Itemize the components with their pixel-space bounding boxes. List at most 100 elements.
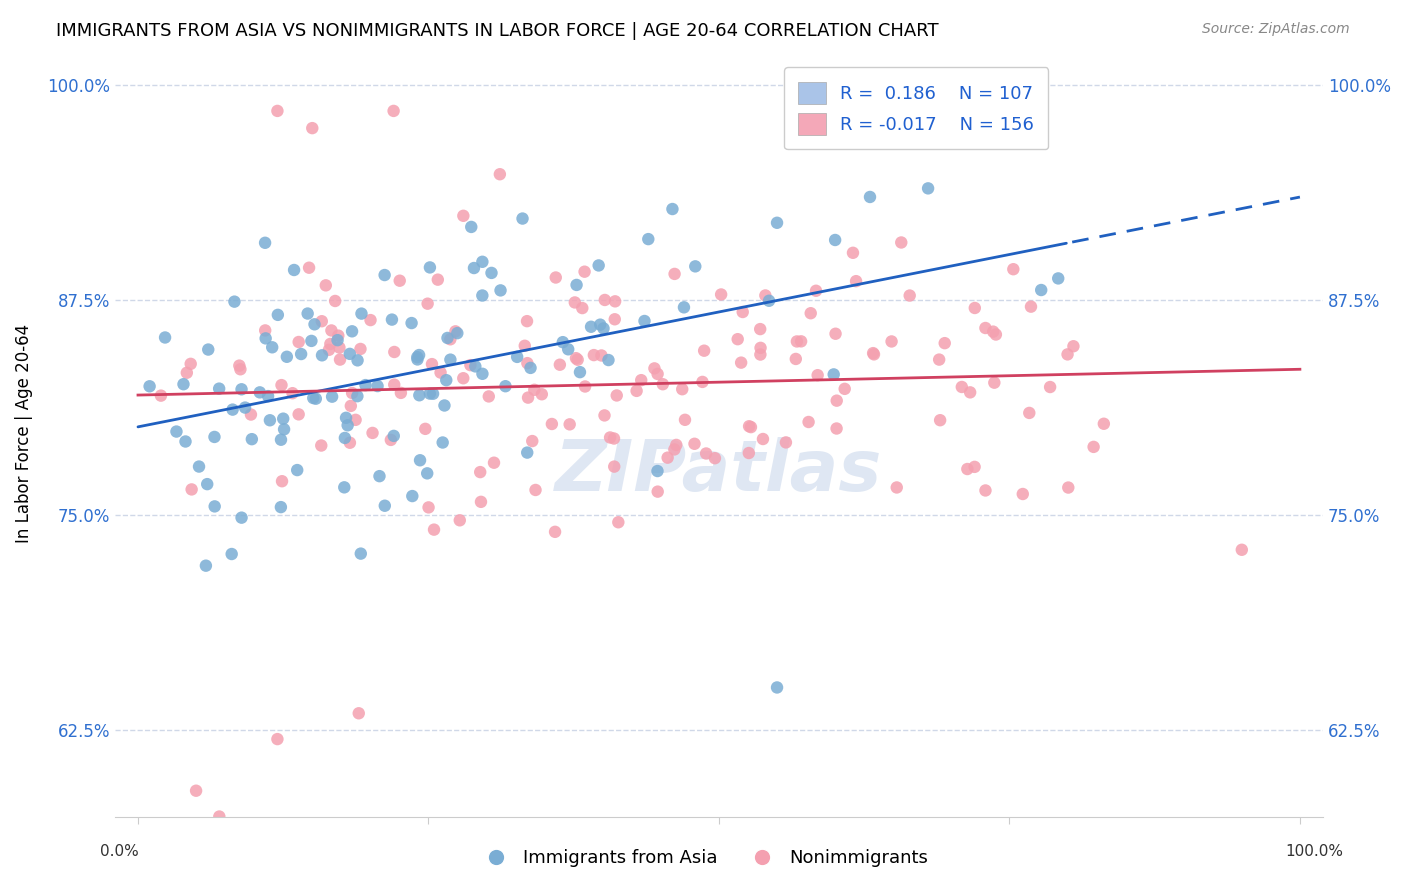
- Nonimmigrants: [607, 515, 630, 529]
- Immigrants from Asia: [302, 391, 325, 405]
- Immigrants from Asia: [589, 318, 612, 332]
- Immigrants from Asia: [333, 480, 356, 494]
- Nonimmigrants: [453, 371, 475, 385]
- Immigrants from Asia: [350, 547, 373, 561]
- Immigrants from Asia: [406, 350, 429, 364]
- Nonimmigrants: [489, 167, 512, 181]
- Nonimmigrants: [807, 368, 830, 383]
- Immigrants from Asia: [471, 254, 494, 268]
- Nonimmigrants: [571, 301, 593, 315]
- Immigrants from Asia: [565, 277, 588, 292]
- Immigrants from Asia: [254, 331, 277, 345]
- Nonimmigrants: [287, 408, 309, 422]
- Immigrants from Asia: [354, 378, 377, 392]
- Immigrants from Asia: [519, 360, 541, 375]
- Nonimmigrants: [339, 435, 361, 450]
- Immigrants from Asia: [333, 431, 356, 445]
- Immigrants from Asia: [240, 432, 263, 446]
- Y-axis label: In Labor Force | Age 20-64: In Labor Force | Age 20-64: [15, 324, 32, 543]
- Nonimmigrants: [890, 235, 912, 250]
- Immigrants from Asia: [568, 365, 591, 379]
- Nonimmigrants: [593, 409, 616, 423]
- Nonimmigrants: [513, 339, 536, 353]
- Nonimmigrants: [647, 484, 669, 499]
- Nonimmigrants: [603, 312, 626, 326]
- Immigrants from Asia: [592, 321, 614, 335]
- Nonimmigrants: [934, 336, 956, 351]
- Nonimmigrants: [360, 313, 382, 327]
- Immigrants from Asia: [335, 410, 357, 425]
- Nonimmigrants: [228, 359, 250, 373]
- Immigrants from Asia: [557, 343, 579, 357]
- Nonimmigrants: [603, 294, 626, 309]
- Nonimmigrants: [1019, 300, 1042, 314]
- Immigrants from Asia: [661, 202, 683, 216]
- Immigrants from Asia: [346, 389, 368, 403]
- Immigrants from Asia: [408, 348, 430, 362]
- Immigrants from Asia: [408, 388, 430, 402]
- Nonimmigrants: [548, 358, 571, 372]
- Immigrants from Asia: [766, 216, 789, 230]
- Nonimmigrants: [963, 459, 986, 474]
- Immigrants from Asia: [233, 401, 256, 415]
- Nonimmigrants: [516, 356, 538, 370]
- Immigrants from Asia: [506, 350, 529, 364]
- Nonimmigrants: [959, 385, 981, 400]
- Immigrants from Asia: [672, 301, 695, 315]
- Nonimmigrants: [775, 435, 797, 450]
- Immigrants from Asia: [221, 402, 243, 417]
- Immigrants from Asia: [174, 434, 197, 449]
- Immigrants from Asia: [471, 367, 494, 381]
- Immigrants from Asia: [551, 335, 574, 350]
- Nonimmigrants: [184, 783, 207, 797]
- Nonimmigrants: [800, 306, 823, 320]
- Nonimmigrants: [862, 346, 884, 360]
- Nonimmigrants: [738, 446, 761, 460]
- Nonimmigrants: [271, 474, 294, 488]
- Text: IMMIGRANTS FROM ASIA VS NONIMMIGRANTS IN LABOR FORCE | AGE 20-64 CORRELATION CHA: IMMIGRANTS FROM ASIA VS NONIMMIGRANTS IN…: [56, 22, 939, 40]
- Nonimmigrants: [318, 343, 340, 357]
- Nonimmigrants: [544, 524, 567, 539]
- Nonimmigrants: [565, 351, 588, 366]
- Immigrants from Asia: [138, 379, 160, 393]
- Nonimmigrants: [593, 293, 616, 307]
- Nonimmigrants: [929, 413, 952, 427]
- Immigrants from Asia: [326, 333, 349, 347]
- Immigrants from Asia: [512, 211, 534, 226]
- Nonimmigrants: [478, 389, 501, 403]
- Immigrants from Asia: [257, 389, 280, 403]
- Nonimmigrants: [749, 322, 772, 336]
- Immigrants from Asia: [917, 181, 939, 195]
- Nonimmigrants: [311, 314, 333, 328]
- Nonimmigrants: [845, 274, 868, 288]
- Nonimmigrants: [825, 393, 848, 408]
- Nonimmigrants: [956, 462, 979, 476]
- Text: ZIPatlas: ZIPatlas: [555, 437, 883, 507]
- Immigrants from Asia: [633, 314, 655, 328]
- Nonimmigrants: [727, 332, 749, 346]
- Nonimmigrants: [416, 296, 439, 310]
- Immigrants from Asia: [419, 260, 441, 275]
- Immigrants from Asia: [401, 489, 423, 503]
- Nonimmigrants: [786, 334, 808, 349]
- Nonimmigrants: [453, 209, 475, 223]
- Immigrants from Asia: [173, 377, 195, 392]
- Nonimmigrants: [1018, 406, 1040, 420]
- Nonimmigrants: [340, 386, 363, 401]
- Immigrants from Asia: [382, 429, 405, 443]
- Nonimmigrants: [974, 483, 997, 498]
- Immigrants from Asia: [481, 266, 503, 280]
- Immigrants from Asia: [401, 316, 423, 330]
- Nonimmigrants: [1230, 542, 1253, 557]
- Nonimmigrants: [522, 434, 544, 448]
- Immigrants from Asia: [433, 399, 456, 413]
- Immigrants from Asia: [194, 558, 217, 573]
- Immigrants from Asia: [166, 425, 188, 439]
- Nonimmigrants: [340, 399, 363, 413]
- Immigrants from Asia: [270, 433, 292, 447]
- Nonimmigrants: [804, 284, 827, 298]
- Immigrants from Asia: [432, 435, 454, 450]
- Immigrants from Asia: [409, 453, 432, 467]
- Immigrants from Asia: [249, 385, 271, 400]
- Nonimmigrants: [270, 378, 292, 392]
